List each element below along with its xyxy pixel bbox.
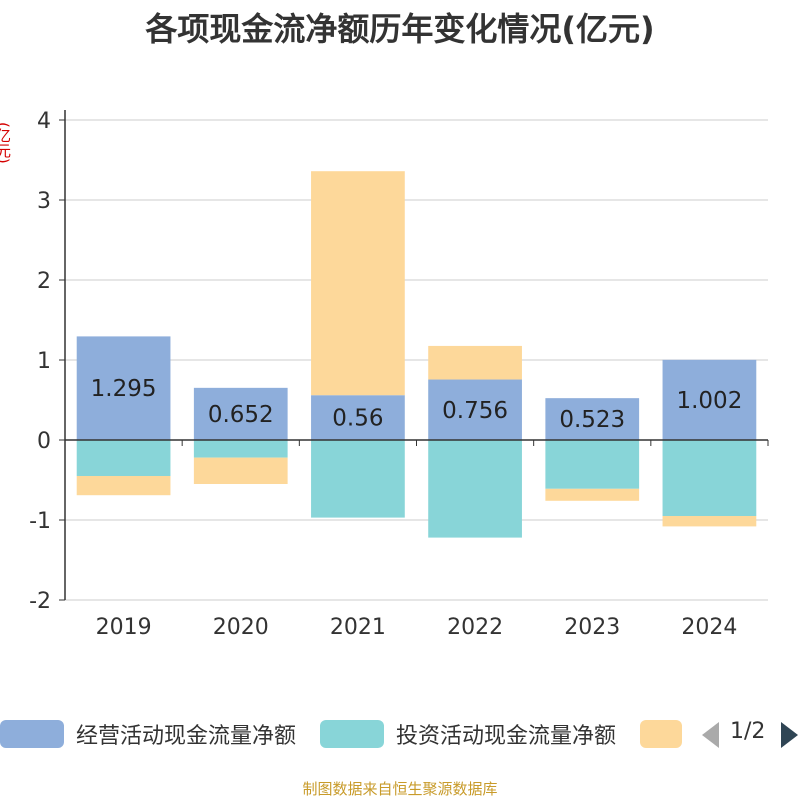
tick-labels: -2 -1 0 1 2 3 4 2019 2020 2021 2022 2023 2024: [29, 109, 737, 640]
legend-label-operating: 经营活动现金流量净额: [76, 724, 297, 749]
y-tick-label: 2: [37, 269, 51, 294]
bar-2019-series-0: [76, 336, 171, 440]
bar-2023-series-0: [545, 398, 640, 440]
legend-swatch-financing: [640, 720, 682, 748]
data-label: 0.756: [442, 398, 508, 424]
data-label: 0.652: [208, 402, 274, 428]
bar-2019-series-1: [76, 440, 171, 476]
legend-item-financing[interactable]: [640, 716, 682, 752]
pager-prev-icon[interactable]: [702, 722, 719, 748]
data-label: 0.56: [332, 406, 383, 432]
bar-2022-series-0: [428, 379, 522, 440]
chart-title: 各项现金流净额历年变化情况(亿元): [145, 10, 655, 48]
y-tick-label: 0: [37, 429, 51, 454]
bar-2021-series-0: [311, 395, 405, 440]
x-tick-label: 2020: [213, 615, 269, 640]
data-labels: 1.295 0.652 0.56 0.756 0.523 1.002: [91, 376, 743, 433]
bar-chart: -2 -1 0 1 2 3 4 2019 2020 2021 2022 2023 2024 1.295 0…: [29, 109, 769, 640]
bar-2023-series-1: [545, 440, 640, 489]
legend-swatch-investing: [320, 720, 384, 748]
legend-item-investing[interactable]: 投资活动现金流量净额: [320, 716, 616, 752]
legend-item-operating[interactable]: 经营活动现金流量净额: [0, 716, 296, 752]
bar-2021-series-2: [311, 171, 405, 396]
data-label: 1.002: [676, 388, 742, 414]
bar-2021-series-1: [311, 440, 405, 518]
bar-2022-series-1: [428, 440, 522, 538]
x-tick-label: 2023: [564, 615, 620, 640]
bar-2020-series-0: [193, 387, 288, 440]
legend-swatch-operating: [0, 720, 64, 748]
bar-2022-series-2: [428, 345, 522, 380]
y-tick-label: 3: [37, 189, 51, 214]
bar-2024-series-1: [662, 440, 757, 516]
y-tick-label: 1: [37, 349, 51, 374]
x-tick-label: 2022: [447, 615, 503, 640]
legend: 经营活动现金流量净额 投资活动现金流量净额 1/2: [0, 716, 800, 756]
bars: [76, 171, 757, 538]
x-tick-label: 2024: [681, 615, 737, 640]
legend-label-investing: 投资活动现金流量净额: [396, 724, 617, 749]
pager-next-icon[interactable]: [781, 722, 798, 748]
data-label: 0.523: [559, 407, 625, 433]
bar-2020-series-2: [193, 457, 288, 484]
y-tick-label: -2: [29, 589, 51, 614]
x-tick-label: 2019: [96, 615, 152, 640]
legend-pager: 1/2: [700, 716, 800, 752]
data-label: 1.295: [91, 376, 157, 402]
bar-2024-series-2: [662, 516, 757, 527]
y-axis-unit: (亿元): [0, 122, 12, 164]
axes: [59, 110, 769, 601]
bar-2024-series-0: [662, 359, 757, 440]
y-tick-label: 4: [37, 109, 51, 134]
y-tick-label: -1: [29, 509, 51, 534]
bar-2019-series-2: [76, 476, 171, 496]
gridlines: [65, 119, 768, 601]
source-footer: 制图数据来自恒生聚源数据库: [302, 780, 498, 798]
bar-2020-series-1: [193, 440, 288, 458]
x-tick-label: 2021: [330, 615, 386, 640]
bar-2023-series-2: [545, 488, 640, 501]
pager-text: 1/2: [730, 719, 766, 744]
